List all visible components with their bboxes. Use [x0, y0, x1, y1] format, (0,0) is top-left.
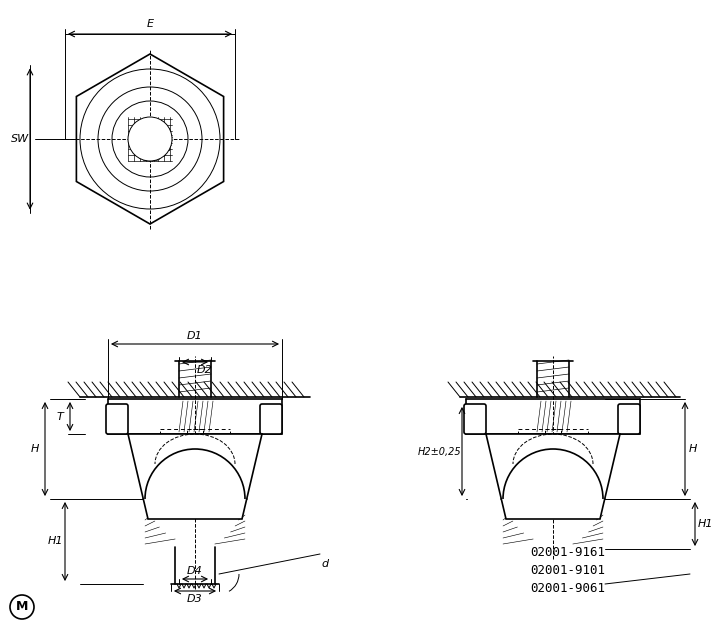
Polygon shape: [486, 434, 620, 519]
FancyBboxPatch shape: [260, 404, 282, 434]
Text: 02001-9061: 02001-9061: [530, 582, 605, 596]
Text: D2: D2: [197, 365, 213, 375]
Text: 02001-9101: 02001-9101: [530, 564, 605, 577]
FancyBboxPatch shape: [464, 404, 486, 434]
Circle shape: [128, 117, 172, 161]
FancyBboxPatch shape: [618, 404, 640, 434]
Text: E: E: [147, 19, 153, 29]
Text: d: d: [321, 559, 329, 569]
Text: T: T: [57, 411, 63, 421]
Text: 02001-9161: 02001-9161: [530, 547, 605, 560]
Text: H2±0,25: H2±0,25: [418, 447, 462, 457]
Polygon shape: [128, 434, 262, 519]
Text: H1: H1: [697, 519, 712, 529]
Text: M: M: [16, 601, 28, 613]
Text: H1: H1: [47, 537, 63, 547]
Polygon shape: [76, 54, 224, 224]
Text: D4: D4: [187, 566, 203, 576]
Text: H: H: [688, 444, 697, 454]
Text: H: H: [31, 444, 39, 454]
FancyBboxPatch shape: [106, 404, 128, 434]
Text: SW: SW: [11, 134, 29, 144]
Text: D1: D1: [187, 331, 203, 341]
Text: D3: D3: [187, 594, 203, 604]
